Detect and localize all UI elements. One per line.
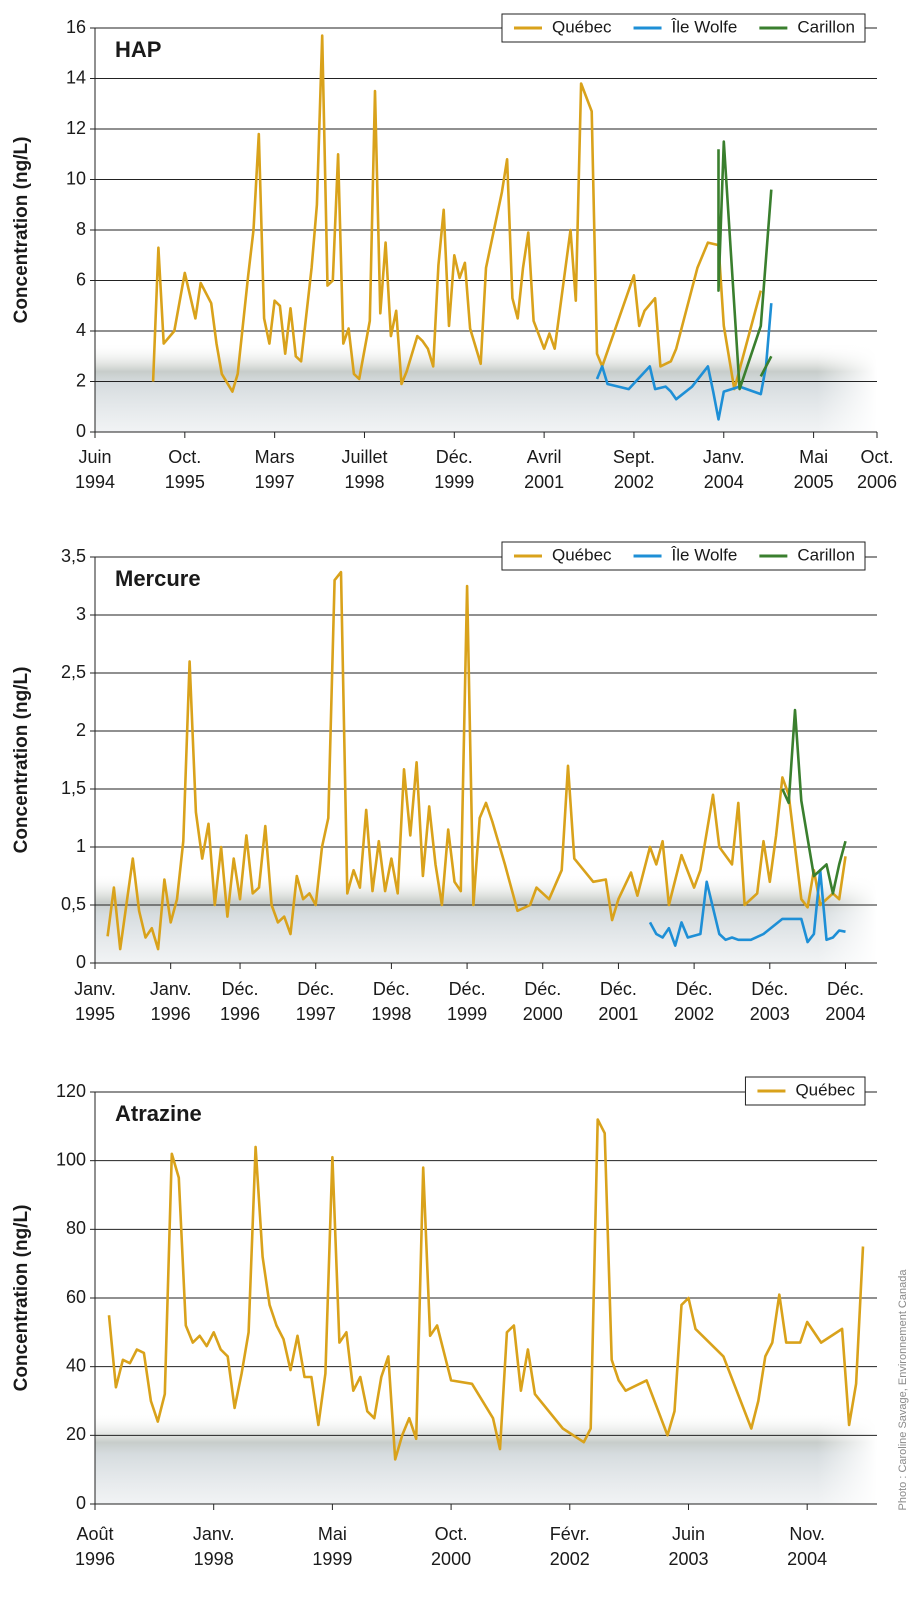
y-tick-label: 100 (56, 1149, 86, 1169)
legend-label: Île Wolfe (671, 17, 738, 36)
y-tick-label: 40 (66, 1355, 86, 1375)
chart-title: Atrazine (115, 1101, 202, 1126)
y-tick-label: 0,5 (61, 894, 86, 914)
x-tick-label: Mai 1999 (312, 1524, 353, 1569)
series-line (781, 708, 847, 895)
chart-title: HAP (115, 37, 161, 62)
x-tick-label: Juillet 1998 (341, 447, 388, 492)
background-fade (817, 557, 877, 963)
series-line (648, 868, 846, 947)
y-tick-label: 0 (76, 952, 86, 972)
series-line (717, 140, 773, 391)
x-tick-label: Déc. 2000 (522, 979, 563, 1024)
legend: Québec (744, 1076, 866, 1106)
series-line (107, 1118, 865, 1461)
x-tick-label: Mars 1997 (254, 447, 295, 492)
x-tick-label: Déc. 2003 (749, 979, 790, 1024)
x-tick-label: Oct. 1995 (164, 447, 205, 492)
y-tick-label: 80 (66, 1218, 86, 1238)
y-tick-label: 12 (66, 118, 86, 138)
background-photo (95, 1413, 877, 1504)
y-tick-label: 6 (76, 269, 86, 289)
x-tick-label: Déc. 1999 (447, 979, 488, 1024)
x-tick-label: Déc. 2001 (598, 979, 639, 1024)
y-tick-label: 0 (76, 1493, 86, 1513)
legend-box (501, 541, 866, 571)
legend-label: Île Wolfe (671, 545, 738, 564)
y-axis-label: Concentration (ng/L) (11, 1205, 32, 1392)
background-photo (95, 343, 877, 432)
x-tick-label: Août 1996 (74, 1524, 116, 1569)
x-tick-label: Déc. 2004 (825, 979, 866, 1024)
y-tick-label: 2 (76, 720, 86, 740)
legend-label: Carillon (797, 545, 855, 564)
x-tick-label: Oct. 2006 (856, 447, 898, 492)
y-tick-label: 3,5 (61, 546, 86, 566)
x-tick-label: Févr. 2002 (549, 1524, 590, 1569)
y-tick-label: 2,5 (61, 662, 86, 682)
y-tick-label: 10 (66, 168, 86, 188)
y-tick-label: 120 (56, 1081, 86, 1101)
series-line (595, 303, 773, 421)
y-tick-label: 20 (66, 1424, 86, 1444)
chart-title: Mercure (115, 566, 201, 591)
series-line (151, 34, 763, 393)
x-tick-label: Oct. 2000 (431, 1524, 472, 1569)
y-tick-label: 8 (76, 219, 86, 239)
y-tick-label: 14 (66, 67, 86, 87)
y-axis-label: Concentration (ng/L) (11, 137, 32, 324)
x-tick-label: Déc. 1996 (220, 979, 261, 1024)
y-tick-label: 16 (66, 17, 86, 37)
legend: Carillon Île Wolfe Québec (501, 13, 866, 43)
legend-label: Québec (795, 1080, 855, 1099)
x-tick-label: Déc. 1999 (434, 447, 475, 492)
x-tick-label: Nov. 2004 (787, 1524, 828, 1569)
photo-credit: Photo : Caroline Savage, Environnement C… (897, 1269, 909, 1511)
y-tick-label: 2 (76, 370, 86, 390)
x-tick-label: Avril 2001 (524, 447, 565, 492)
x-tick-label: Janv. 1998 (192, 1524, 235, 1569)
x-tick-label: Mai 2005 (793, 447, 834, 492)
x-tick-label: Juin 1994 (74, 447, 116, 492)
y-tick-label: 4 (76, 320, 86, 340)
y-tick-label: 1,5 (61, 778, 86, 798)
legend-label: Carillon (797, 17, 855, 36)
x-tick-label: Janv. 1996 (149, 979, 192, 1024)
y-tick-label: 60 (66, 1287, 86, 1307)
legend-box (501, 13, 866, 43)
y-axis-label: Concentration (ng/L) (11, 667, 32, 854)
legend-label: Québec (552, 17, 612, 36)
series-line (106, 570, 847, 951)
x-tick-label: Déc. 1998 (371, 979, 412, 1024)
x-tick-label: Déc. 2002 (674, 979, 715, 1024)
y-tick-label: 0 (76, 421, 86, 441)
legend-label: Québec (552, 545, 612, 564)
x-tick-label: Juin 2003 (668, 1524, 709, 1569)
x-tick-label: Janv. 1995 (74, 979, 116, 1024)
y-tick-label: 3 (76, 604, 86, 624)
x-tick-label: Sept. 2002 (612, 447, 655, 492)
legend: Carillon Île Wolfe Québec (501, 541, 866, 571)
x-tick-label: Déc. 1997 (295, 979, 336, 1024)
x-tick-label: Janv. 2004 (702, 447, 745, 492)
y-tick-label: 1 (76, 836, 86, 856)
